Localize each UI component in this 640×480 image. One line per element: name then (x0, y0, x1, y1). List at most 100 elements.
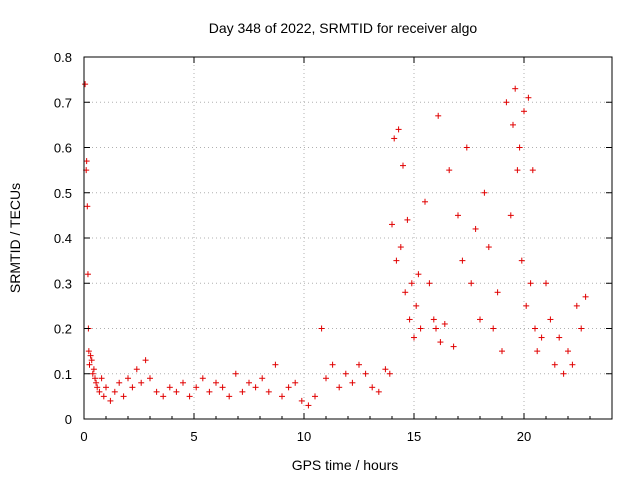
data-point (252, 384, 259, 391)
axis-ticks: 0 5 10 15 20 0 0.1 0.2 0.3 0.4 0.5 0.6 0.7 0.8 (54, 50, 613, 444)
data-point (507, 212, 514, 219)
data-point (527, 280, 534, 287)
data-point (468, 280, 475, 287)
y-tick-label: 0.8 (54, 50, 72, 65)
data-point (400, 162, 406, 169)
y-tick-label: 0.5 (54, 186, 72, 201)
data-point (463, 144, 470, 151)
data-point (180, 379, 186, 386)
data-point (90, 366, 97, 373)
y-tick-label: 0.7 (54, 95, 72, 110)
data-point (272, 361, 279, 368)
data-point (578, 325, 585, 332)
y-tick-label: 0.2 (54, 322, 72, 337)
data-point (279, 393, 285, 400)
data-point (96, 388, 103, 395)
data-point (160, 393, 167, 400)
data-point (411, 334, 417, 341)
data-point (402, 289, 409, 296)
data-point (413, 302, 420, 309)
data-point (481, 189, 488, 196)
data-point (422, 198, 428, 205)
data-point (329, 361, 336, 368)
data-point (393, 257, 400, 264)
data-point (84, 203, 91, 210)
data-point (485, 244, 492, 251)
data-point (408, 280, 415, 287)
data-point (459, 257, 466, 264)
y-tick-label: 0 (65, 412, 72, 427)
data-point (415, 271, 422, 278)
data-point (356, 361, 362, 368)
data-point (404, 216, 411, 223)
data-point (82, 81, 89, 88)
data-point (138, 379, 145, 386)
x-tick-label: 10 (297, 429, 311, 444)
data-point (111, 388, 118, 395)
data-point (430, 316, 437, 323)
data-point (534, 348, 541, 355)
data-point (503, 99, 510, 106)
data-point (92, 375, 98, 382)
x-tick-label: 20 (517, 429, 531, 444)
data-point (120, 393, 127, 400)
data-point (193, 384, 200, 391)
data-point (477, 316, 483, 323)
data-point (129, 384, 136, 391)
data-point (510, 121, 516, 128)
data-point (173, 388, 180, 395)
data-point (472, 225, 479, 232)
data-point (166, 384, 173, 391)
data-point (312, 393, 318, 400)
x-axis-label: GPS time / hours (292, 457, 399, 473)
data-point (232, 370, 239, 377)
data-point (494, 289, 501, 296)
data-point (433, 325, 439, 332)
data-point (86, 361, 93, 368)
data-point (499, 348, 505, 355)
data-point (446, 167, 453, 174)
y-tick-label: 0.6 (54, 141, 72, 156)
data-point (523, 302, 530, 309)
data-point (186, 393, 193, 400)
data-point (98, 375, 105, 382)
y-axis-label: SRMTID / TECUs (7, 183, 23, 293)
grid-lines (84, 57, 612, 419)
data-point (323, 375, 329, 382)
data-point (518, 257, 525, 264)
data-point (125, 375, 131, 382)
data-point (88, 357, 95, 364)
y-tick-label: 0.4 (54, 231, 72, 246)
data-point (362, 370, 369, 377)
data-point (349, 379, 356, 386)
data-point (516, 144, 523, 151)
data-point (529, 167, 536, 174)
y-tick-label: 0.3 (54, 276, 72, 291)
data-point (83, 158, 90, 165)
data-point (84, 271, 91, 278)
data-point (285, 384, 292, 391)
data-point (386, 370, 393, 377)
data-point (406, 316, 413, 323)
data-point (206, 388, 213, 395)
x-tick-label: 15 (407, 429, 421, 444)
data-point (395, 126, 402, 133)
data-point (89, 370, 96, 377)
data-point (391, 135, 398, 142)
data-point (547, 316, 554, 323)
data-point (532, 325, 538, 332)
x-tick-label: 0 (80, 429, 87, 444)
data-point (551, 361, 558, 368)
data-point (382, 366, 389, 373)
data-point (521, 108, 527, 115)
data-point (435, 112, 442, 119)
data-point (369, 384, 376, 391)
data-point (512, 85, 519, 92)
data-point (305, 402, 312, 409)
chart-title: Day 348 of 2022, SRMTID for receiver alg… (209, 20, 478, 36)
data-point (213, 379, 219, 386)
x-tick-label: 5 (190, 429, 197, 444)
data-point (239, 388, 246, 395)
data-points (82, 81, 589, 409)
